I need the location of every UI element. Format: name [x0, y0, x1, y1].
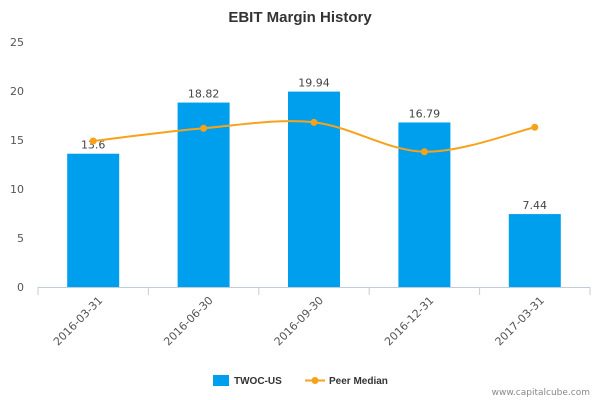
x-tick-label: 2016-06-30 — [161, 294, 215, 348]
bar — [398, 122, 451, 287]
y-axis: 0 5 10 15 20 25 — [10, 36, 24, 294]
bar — [177, 102, 230, 288]
legend: TWOC-US Peer Median — [213, 375, 388, 387]
peer-median-point — [310, 118, 318, 126]
x-tick-label: 2016-12-31 — [382, 294, 436, 348]
x-axis: 2016-03-31 2016-06-30 2016-09-30 2016-12-31… — [37, 287, 591, 348]
bar-data-labels: 13.6 18.82 19.94 16.79 7.44 — [81, 77, 547, 213]
legend-label-peer: Peer Median — [329, 376, 388, 387]
legend-marker-peer — [311, 377, 319, 384]
y-tick-label: 5 — [17, 232, 24, 245]
x-tick-label: 2016-09-30 — [272, 294, 326, 348]
bar — [508, 214, 561, 287]
legend-label-twoc: TWOC-US — [234, 376, 282, 387]
bar-data-label: 19.94 — [298, 77, 330, 90]
legend-swatch-twoc — [213, 375, 229, 386]
y-tick-label: 20 — [10, 85, 24, 98]
y-tick-label: 0 — [17, 281, 24, 294]
chart-title: EBIT Margin History — [228, 9, 372, 26]
peer-median-series — [89, 118, 539, 156]
peer-median-point — [531, 123, 539, 131]
credit-text: www.capitalcube.com — [492, 388, 590, 398]
bar — [67, 153, 120, 287]
bar-data-label: 7.44 — [523, 199, 548, 212]
x-tick-label: 2016-03-31 — [51, 294, 105, 348]
bar-data-label: 13.6 — [81, 139, 106, 152]
peer-median-point — [89, 137, 97, 145]
y-tick-label: 10 — [10, 183, 24, 196]
x-tick-label: 2017-03-31 — [493, 294, 547, 348]
y-tick-label: 15 — [10, 134, 24, 147]
y-tick-label: 25 — [10, 36, 24, 49]
bar-data-label: 18.82 — [188, 88, 220, 101]
bar-data-label: 16.79 — [409, 107, 441, 120]
peer-median-point — [420, 148, 428, 156]
peer-median-point — [200, 124, 208, 132]
